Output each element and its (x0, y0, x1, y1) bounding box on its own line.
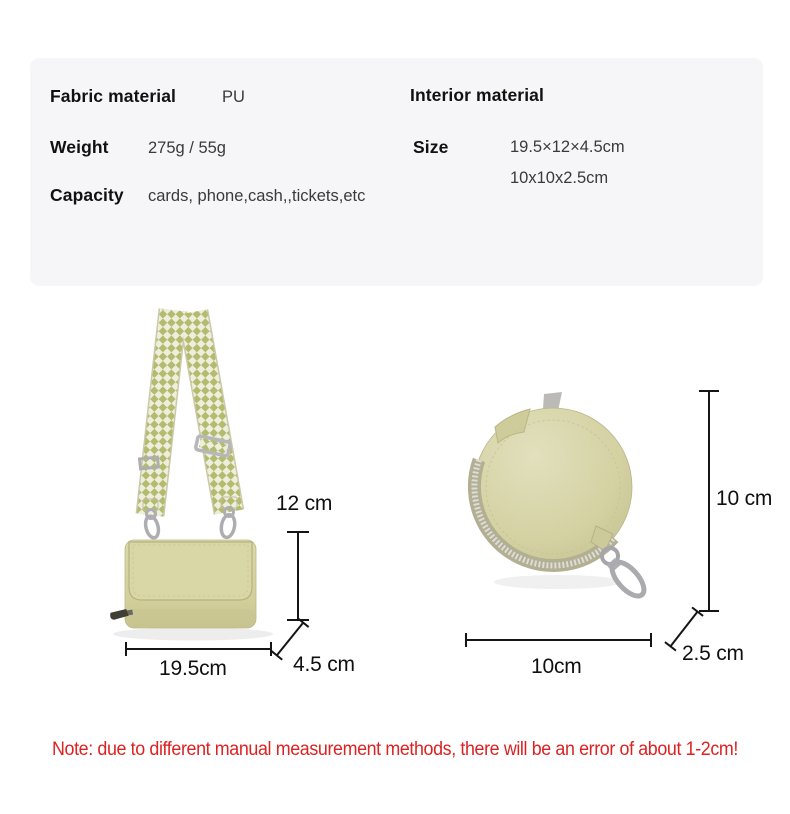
purse-height-label: 10 cm (716, 487, 773, 510)
spec-value-size-2: 10x10x2.5cm (510, 169, 609, 187)
strap-slide-loop (137, 455, 161, 471)
bag-width-label: 19.5cm (159, 657, 227, 680)
purse-zipper-arc (467, 457, 619, 572)
spec-value-size-1: 19.5×12×4.5cm (510, 138, 625, 156)
bag-zipper-pull (110, 608, 134, 620)
strap-adjuster-buckle (194, 434, 232, 458)
bag-flap (128, 541, 253, 601)
bag-body (110, 539, 257, 629)
purse-body (473, 407, 633, 567)
strap-clasp-left (142, 498, 161, 540)
woven-strap (135, 308, 245, 517)
purse-fold-flap (494, 408, 531, 444)
bag-width-line (125, 642, 272, 656)
spec-label-fabric: Fabric material (50, 86, 176, 106)
spec-label-capacity: Capacity (50, 185, 124, 205)
swivel-clasp-hook (590, 525, 647, 599)
spec-value-capacity: cards, phone,cash,,tickets,etc (148, 187, 366, 205)
spec-value-weight: 275g / 55g (148, 139, 226, 157)
bag-height-line (287, 531, 309, 621)
spec-label-weight: Weight (50, 137, 109, 157)
spec-value-fabric: PU (222, 88, 245, 106)
spec-label-interior: Interior material (410, 85, 544, 105)
crossbody-bag-photo (110, 308, 273, 641)
bag-depth-label: 4.5 cm (293, 653, 355, 676)
purse-depth-label: 2.5 cm (682, 642, 744, 665)
strap-clasp-right (219, 496, 238, 540)
purse-width-line (465, 633, 652, 647)
spec-box: Fabric material PU Interior material Wei… (30, 58, 763, 286)
purse-shadow (494, 575, 622, 589)
purse-width-label: 10cm (531, 655, 582, 678)
coin-purse-photo (467, 392, 647, 599)
spec-label-size: Size (413, 137, 449, 157)
purse-height-line (699, 390, 719, 612)
bag-height-label: 12 cm (276, 492, 333, 515)
measurement-note: Note: due to different manual measuremen… (52, 739, 738, 760)
purse-top-tab (543, 392, 562, 411)
bag-shadow (113, 627, 273, 641)
